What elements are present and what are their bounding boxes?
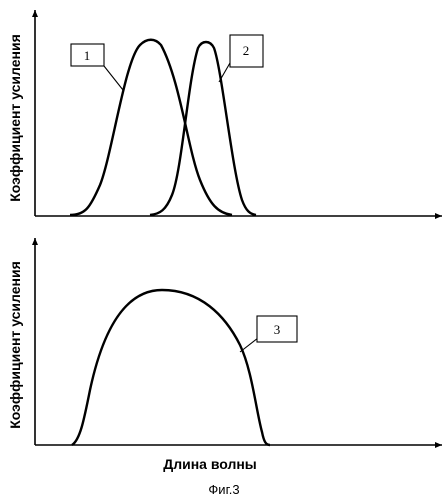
figure-caption: Фиг.3: [208, 482, 239, 497]
curve-1-label: 1: [84, 48, 91, 63]
curve-1-leader: [104, 66, 123, 90]
curve-2-label: 2: [243, 43, 250, 58]
top-y-axis-label: Коэффициент усиления: [7, 34, 23, 202]
curve-3-label: 3: [274, 322, 281, 337]
curve-3-leader: [240, 338, 258, 352]
bottom-y-axis-label: Коэффициент усиления: [7, 261, 23, 429]
bottom-panel: Коэффициент усиления 3 Длина волны: [7, 238, 442, 472]
top-panel: Коэффициент усиления 1 2: [7, 10, 442, 216]
curve-3: [72, 290, 270, 445]
x-axis-label: Длина волны: [163, 456, 257, 472]
